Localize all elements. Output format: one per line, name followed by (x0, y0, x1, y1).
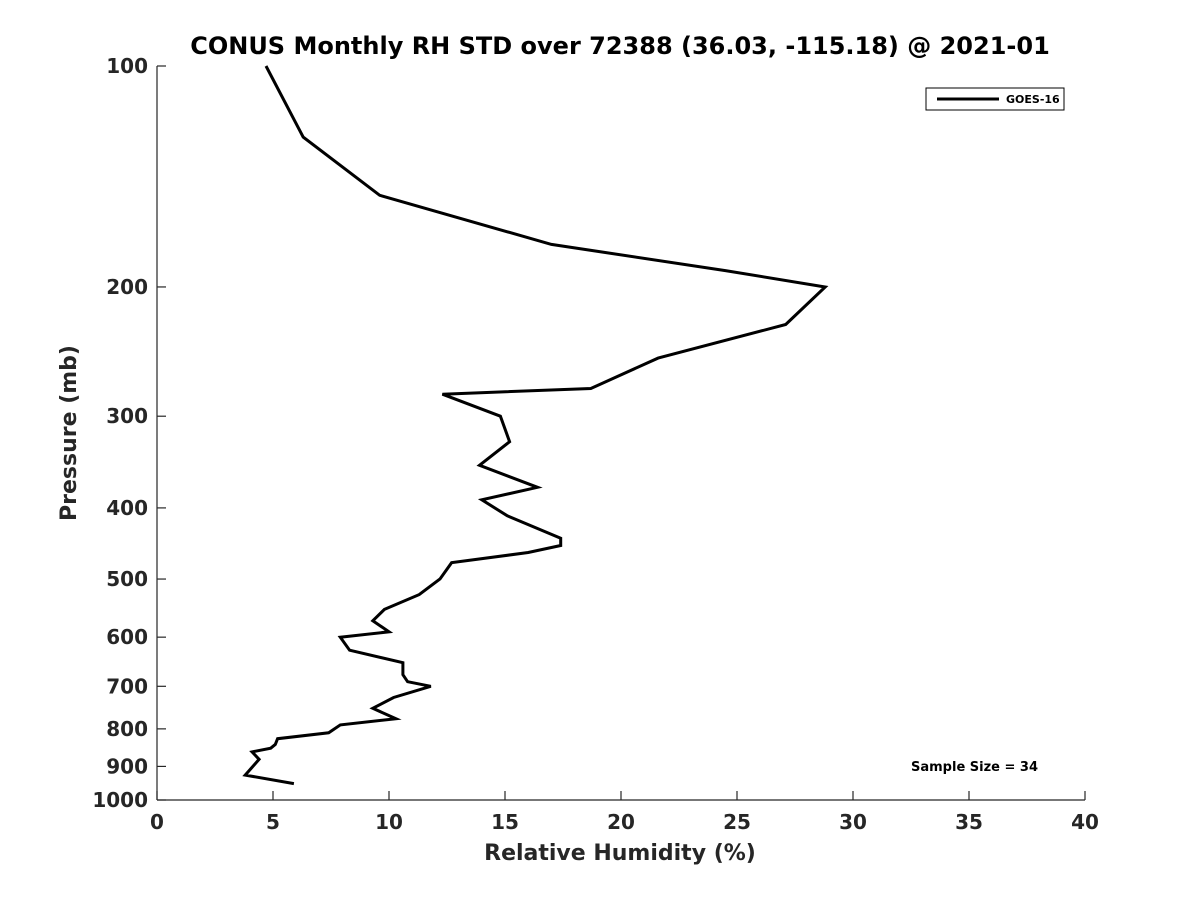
plot-area (242, 65, 829, 786)
x-tick-label: 0 (150, 810, 164, 834)
y-tick-label: 900 (106, 754, 148, 778)
chart-title: CONUS Monthly RH STD over 72388 (36.03, … (190, 32, 1050, 60)
legend: GOES-16 (925, 87, 1065, 111)
y-tick-label: 600 (106, 625, 148, 649)
legend-entry-goes-16: GOES-16 (1006, 93, 1060, 106)
y-tick-label: 100 (106, 54, 148, 78)
x-tick-label: 35 (955, 810, 983, 834)
x-tick-label: 5 (266, 810, 280, 834)
x-axis-label: Relative Humidity (%) (484, 841, 756, 866)
y-tick-label: 800 (106, 717, 148, 741)
y-axis-ticks: 100 200 300 400 500 600 700 800 900 1000 (92, 54, 166, 812)
axes: 0 5 10 15 20 25 30 35 40 100 200 300 400 500 600 700 80… (92, 54, 1099, 834)
x-tick-label: 15 (491, 810, 519, 834)
y-tick-label: 400 (106, 496, 148, 520)
y-tick-label: 700 (106, 674, 148, 698)
y-tick-label: 500 (106, 567, 148, 591)
x-tick-label: 40 (1071, 810, 1099, 834)
y-tick-label: 1000 (92, 788, 148, 812)
series-line-goes-16 (242, 65, 829, 786)
y-axis-label: Pressure (mb) (57, 345, 82, 521)
sample-size-annotation: Sample Size = 34 (911, 760, 1038, 775)
x-tick-label: 25 (723, 810, 751, 834)
y-tick-label: 200 (106, 275, 148, 299)
x-tick-label: 20 (607, 810, 635, 834)
x-axis-ticks: 0 5 10 15 20 25 30 35 40 (150, 791, 1099, 834)
y-tick-label: 300 (106, 404, 148, 428)
x-tick-label: 10 (375, 810, 403, 834)
x-tick-label: 30 (839, 810, 867, 834)
